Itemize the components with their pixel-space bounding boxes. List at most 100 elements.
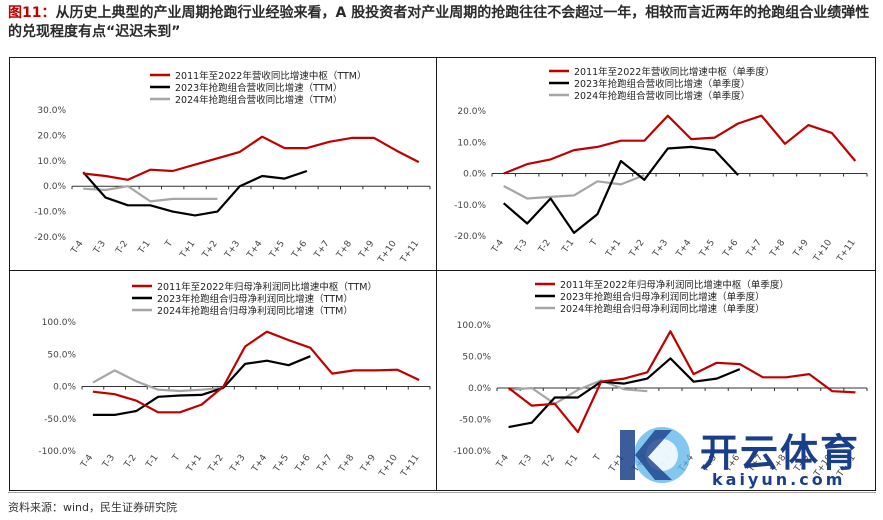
x-tick-label: T+3 bbox=[651, 238, 671, 260]
y-tick-label: 50.0% bbox=[462, 353, 491, 363]
x-tick-label: T+10 bbox=[811, 238, 834, 265]
chart-panel-revenue-quarterly: -20.0% -10.0% 0.0% 10.0% 20.0% T-4 T-3 T-2 T-1 T T… bbox=[436, 57, 876, 272]
x-tick-label: T bbox=[588, 238, 600, 249]
x-tick-label: T+1 bbox=[604, 238, 624, 260]
legend-entry: 2023年抢跑组合营收同比增速（TTM） bbox=[175, 82, 342, 94]
series-line-1 bbox=[502, 145, 739, 234]
footer-divider bbox=[8, 492, 876, 493]
series-line-0 bbox=[507, 330, 856, 434]
x-tick-label: T+4 bbox=[250, 453, 270, 475]
x-tick-label: T+11 bbox=[398, 239, 421, 266]
series-line-2 bbox=[83, 185, 218, 203]
x-tick-label: T-1 bbox=[560, 238, 577, 256]
x-tick-label: T+8 bbox=[335, 239, 355, 261]
y-tick-label: 10.0% bbox=[457, 138, 486, 148]
y-tick-label: -10.0% bbox=[454, 201, 486, 211]
x-tick-label: T+8 bbox=[768, 238, 788, 260]
legend-entry: 2011年至2022年营收同比增速中枢（单季度） bbox=[574, 66, 774, 78]
x-tick-label: T bbox=[170, 453, 182, 464]
x-tick-label: T+1 bbox=[178, 239, 198, 261]
legend-entry: 2023年抢跑组合归母净利润同比增速（单季度） bbox=[560, 291, 765, 303]
chart-svg-2: -100.0% -50.0% 0.0% 50.0% 100.0% T-4 T-3 T-2 T-1… bbox=[38, 281, 431, 480]
y-tick-label: -20.0% bbox=[454, 232, 486, 242]
x-tick-label: T-2 bbox=[541, 453, 558, 471]
y-tick-label: -100.0% bbox=[453, 447, 491, 457]
y-tick-label: -50.0% bbox=[44, 415, 76, 425]
y-tick-label: 100.0% bbox=[457, 321, 492, 331]
source-note: 资料来源：wind，民生证券研究院 bbox=[8, 501, 178, 514]
series-line-1 bbox=[508, 357, 741, 429]
chart-svg-0: -20.0% -10.0% 0.0% 10.0% 20.0% 30.0% T-4 T-3 T-2… bbox=[34, 70, 431, 266]
series-line-2 bbox=[508, 379, 648, 405]
chart-panel-profit-ttm: -100.0% -50.0% 0.0% 50.0% 100.0% T-4 T-3 T-2 T-1… bbox=[9, 270, 438, 491]
y-tick-label: 0.0% bbox=[468, 384, 491, 394]
x-tick-label: T+2 bbox=[206, 453, 226, 475]
chart-panel-revenue-ttm: -20.0% -10.0% 0.0% 10.0% 20.0% 30.0% T-4 T-3 T-2… bbox=[9, 57, 438, 272]
x-tick-label: T+4 bbox=[245, 239, 265, 261]
y-tick-label: 0.0% bbox=[463, 170, 486, 180]
series-line-2 bbox=[92, 369, 224, 393]
y-tick-label: -50.0% bbox=[459, 416, 491, 426]
x-tick-label: T+9 bbox=[359, 453, 379, 475]
y-tick-label: 100.0% bbox=[42, 318, 77, 328]
y-tick-label: -10.0% bbox=[34, 208, 66, 218]
x-tick-label: T-3 bbox=[91, 239, 108, 257]
legend-entry: 2024年抢跑组合营收同比增速（TTM） bbox=[175, 94, 342, 106]
x-tick-label: T+5 bbox=[698, 238, 718, 260]
x-tick-label: T+9 bbox=[357, 239, 377, 261]
x-tick-label: T-2 bbox=[122, 453, 139, 471]
x-tick-label: T+5 bbox=[267, 239, 287, 261]
x-tick-label: T+6 bbox=[721, 238, 741, 260]
watermark-brand: 开云体育 bbox=[700, 431, 861, 475]
x-tick-label: T-1 bbox=[564, 453, 581, 471]
legend-entry: 2023年抢跑组合归母净利润同比增速（TTM） bbox=[157, 293, 353, 305]
x-tick-label: T+5 bbox=[272, 453, 292, 475]
x-tick-label: T+10 bbox=[376, 239, 399, 266]
y-tick-label: 20.0% bbox=[457, 107, 486, 117]
series-line-0 bbox=[503, 114, 857, 175]
x-tick-label: T+10 bbox=[377, 453, 400, 480]
y-tick-label: 10.0% bbox=[37, 157, 66, 167]
x-tick-label: T-1 bbox=[136, 239, 153, 257]
x-tick-label: T-4 bbox=[69, 239, 86, 257]
y-tick-label: 30.0% bbox=[37, 106, 66, 116]
figure-number: 图11： bbox=[8, 5, 56, 21]
figure-title: 图11：从历史上典型的产业周期抢跑行业经验来看，A 股投资者对产业周期的抢跑往往… bbox=[8, 4, 878, 42]
x-tick-label: T+1 bbox=[185, 453, 205, 475]
x-tick-label: T bbox=[592, 453, 604, 464]
legend-entry: 2023年抢跑组合营收同比增速（单季度） bbox=[574, 78, 750, 90]
x-tick-label: T-2 bbox=[114, 239, 131, 257]
x-tick-label: T+11 bbox=[835, 238, 858, 265]
x-tick-label: T bbox=[163, 239, 175, 250]
watermark-logo-icon bbox=[620, 427, 690, 483]
chart-svg-3: -100.0% -50.0% 0.0% 50.0% 100.0% T-4 T-3 T-2 T-1… bbox=[453, 279, 868, 480]
series-line-0 bbox=[92, 330, 420, 414]
y-tick-label: 0.0% bbox=[43, 182, 66, 192]
x-tick-label: T-3 bbox=[518, 453, 535, 471]
x-tick-label: T-3 bbox=[513, 238, 530, 256]
y-tick-label: -100.0% bbox=[38, 447, 76, 457]
x-tick-label: T+7 bbox=[312, 239, 332, 261]
x-tick-label: T-1 bbox=[144, 453, 161, 471]
series-line-2 bbox=[503, 174, 645, 200]
x-tick-label: T+6 bbox=[293, 453, 313, 475]
x-tick-label: T-2 bbox=[536, 238, 553, 256]
x-tick-label: T-4 bbox=[494, 453, 511, 471]
legend-entry: 2024年抢跑组合归母净利润同比增速（单季度） bbox=[560, 303, 765, 315]
series-line-1 bbox=[82, 169, 308, 217]
y-tick-label: -20.0% bbox=[34, 233, 66, 243]
x-tick-label: T+7 bbox=[744, 238, 764, 260]
legend-entry: 2011年至2022年归母净利润同比增速中枢（TTM） bbox=[157, 281, 377, 293]
x-tick-label: T+6 bbox=[290, 239, 310, 261]
x-tick-label: T+7 bbox=[315, 453, 335, 475]
x-tick-label: T+2 bbox=[627, 238, 647, 260]
legend-entry: 2011年至2022年营收同比增速中枢（TTM） bbox=[175, 70, 367, 82]
x-tick-label: T-3 bbox=[100, 453, 117, 471]
x-tick-label: T+8 bbox=[337, 453, 357, 475]
watermark-url: kaiyun.com bbox=[712, 470, 846, 489]
x-tick-label: T+3 bbox=[223, 239, 243, 261]
legend-entry: 2011年至2022年归母净利润同比增速中枢（单季度） bbox=[560, 279, 789, 291]
chart-svg-1: -20.0%-10.0%0.0%10.0%20.0%T-4 T-3 T-2 T-1 T T… bbox=[454, 66, 868, 265]
series-line-1 bbox=[92, 355, 311, 416]
x-tick-label: T-4 bbox=[79, 453, 96, 471]
